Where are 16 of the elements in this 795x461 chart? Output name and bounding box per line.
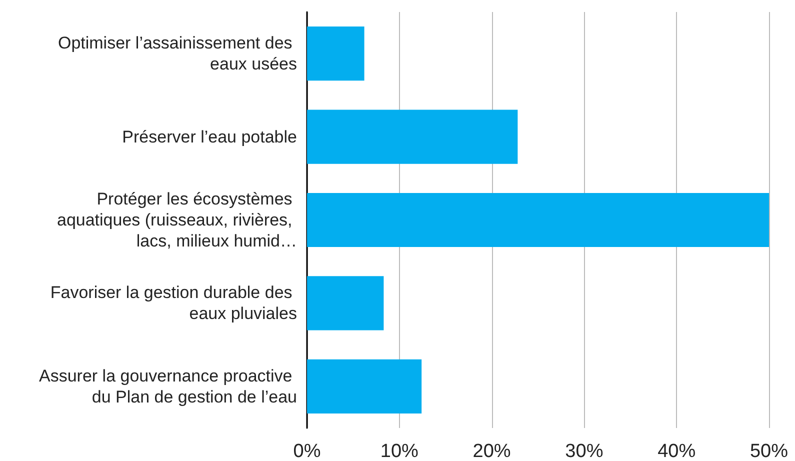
x-tick-label: 30% [565, 441, 604, 461]
x-tick-label: 40% [658, 441, 696, 461]
x-tick-label: 10% [380, 441, 419, 461]
y-tick-label: Assurer la gouvernance proactive du Plan de gestion de l’eau [39, 366, 297, 406]
bar [307, 276, 384, 330]
bar [307, 192, 769, 248]
y-tick-label: Favoriser la gestion durable des eaux pluviales [50, 283, 297, 324]
x-tick-label: 0% [293, 441, 321, 461]
bar [307, 110, 518, 164]
y-tick-label: Préserver l’eau potable [122, 127, 297, 146]
x-tick-label: 50% [750, 441, 788, 461]
bar [307, 359, 422, 414]
bar [307, 26, 364, 81]
y-tick-label: Protéger les écosystèmes aquatiques (ruisseaux, rivières, lacs, milieux humid… [56, 190, 297, 250]
x-tick-label: 20% [472, 441, 511, 461]
y-tick-label: Optimiser l’assainissement des eaux usées [58, 34, 297, 74]
